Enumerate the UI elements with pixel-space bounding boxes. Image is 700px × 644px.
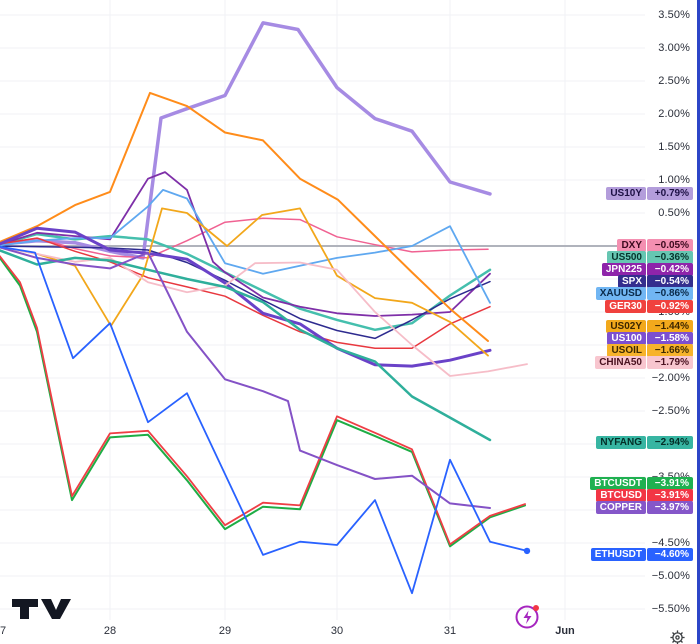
lightning-bolt-icon [523,610,532,624]
series-line-dxy[interactable] [0,217,489,259]
symbol-name-pill[interactable]: JPN225 [601,262,646,276]
symbol-label-row-btcusdt[interactable]: BTCUSDT −3.91% [590,476,693,490]
symbol-name-pill[interactable]: GER30 [605,299,646,313]
symbol-label-row-nyfang[interactable]: NYFANG −2.94% [596,435,693,449]
price-tick-label: 3.50% [658,8,690,21]
symbol-name-pill[interactable]: US100 [607,331,646,345]
notification-dot [533,605,539,611]
settings-gear-icon[interactable] [670,630,685,644]
time-tick-label: Jun [555,625,575,637]
symbol-change-pill[interactable]: −3.97% [647,500,693,514]
symbol-name-pill[interactable]: US500 [607,250,646,264]
series-line-nyfang[interactable] [0,249,492,442]
symbol-name-pill[interactable]: USOIL [607,343,646,357]
time-tick-label: 28 [103,625,117,637]
symbol-change-pill[interactable]: −1.66% [647,343,693,357]
symbol-change-pill[interactable]: −0.54% [647,274,693,288]
price-tick-label: 1.00% [658,173,690,186]
symbol-label-row-dxy[interactable]: DXY −0.05% [617,238,693,252]
time-tick-label: 7 [0,625,7,637]
flash-events-icon[interactable] [512,602,544,637]
series-line-ethusdt[interactable] [0,245,528,595]
symbol-label-row-ethusdt[interactable]: ETHUSDT −4.60% [590,547,693,561]
price-tick-label: −5.50% [651,602,690,615]
symbol-name-pill[interactable]: XAUUSD [595,286,646,300]
symbol-name-pill[interactable]: US10Y [606,186,646,200]
price-tick-label: −2.00% [651,371,690,384]
time-tick-label: 29 [218,625,232,637]
price-tick-label: 2.50% [658,74,690,87]
tradingview-logo-icon[interactable] [10,598,78,625]
symbol-change-pill[interactable]: −4.60% [647,547,693,561]
symbol-name-pill[interactable]: ETHUSDT [590,547,646,561]
symbol-label-row-copper[interactable]: COPPER −3.97% [595,500,693,514]
symbol-change-pill[interactable]: −1.79% [647,355,693,369]
symbol-change-pill[interactable]: +0.79% [647,186,693,200]
symbol-change-pill[interactable]: −0.05% [647,238,693,252]
symbol-change-pill[interactable]: −1.58% [647,331,693,345]
symbol-change-pill[interactable]: −3.91% [647,476,693,490]
symbol-label-row-spx[interactable]: SPX −0.54% [617,274,693,288]
symbol-label-row-ger30[interactable]: GER30 −0.92% [605,299,693,313]
symbol-name-pill[interactable]: SPX [617,274,646,288]
symbol-change-pill[interactable]: −0.92% [647,299,693,313]
series-line-ger30[interactable] [0,237,491,350]
symbol-name-pill[interactable]: NYFANG [596,435,646,449]
price-tick-label: −2.50% [651,404,690,417]
price-tick-label: −4.50% [651,536,690,549]
symbol-name-pill[interactable]: BTCUSDT [590,476,646,490]
symbol-change-pill[interactable]: −1.44% [647,319,693,333]
symbol-change-pill[interactable]: −0.86% [647,286,693,300]
time-tick-label: 30 [330,625,344,637]
symbol-change-pill[interactable]: −0.36% [647,250,693,264]
symbol-label-row-us02y[interactable]: US02Y −1.44% [606,319,693,333]
window-edge-strip [697,0,700,644]
series-line-copper[interactable] [0,246,491,509]
series-line-spx[interactable] [0,245,491,340]
symbol-label-row-btcusd[interactable]: BTCUSD −3.91% [596,488,693,502]
time-tick-label: 31 [443,625,457,637]
symbol-change-pill[interactable]: −0.42% [647,262,693,276]
symbol-label-row-china50[interactable]: CHINA50 −1.79% [595,355,693,369]
symbol-label-row-us100[interactable]: US100 −1.58% [607,331,693,345]
series-line-usoil[interactable] [0,207,489,357]
symbol-label-row-jpn225[interactable]: JPN225 −0.42% [601,262,693,276]
symbol-name-pill[interactable]: COPPER [595,500,646,514]
price-tick-label: −5.00% [651,569,690,582]
symbol-name-pill[interactable]: US02Y [606,319,646,333]
series-line-china50[interactable] [0,246,528,377]
symbol-name-pill[interactable]: BTCUSD [596,488,646,502]
symbol-name-pill[interactable]: DXY [617,238,646,252]
series-line-us100[interactable] [0,226,492,368]
symbol-name-pill[interactable]: CHINA50 [595,355,646,369]
price-tick-label: 1.50% [658,140,690,153]
price-tick-label: 2.00% [658,107,690,120]
symbol-label-row-usoil[interactable]: USOIL −1.66% [607,343,693,357]
price-tick-label: 3.00% [658,41,690,54]
symbol-change-pill[interactable]: −2.94% [647,435,693,449]
symbol-label-row-xauusd[interactable]: XAUUSD −0.86% [595,286,693,300]
series-line-us10y[interactable] [0,21,492,260]
series-end-dot-ethusdt [523,547,531,555]
symbol-label-row-us500[interactable]: US500 −0.36% [607,250,693,264]
symbol-label-row-us10y[interactable]: US10Y +0.79% [606,186,693,200]
series-line-us02y[interactable] [0,91,489,342]
price-tick-label: 0.50% [658,206,690,219]
symbol-change-pill[interactable]: −3.91% [647,488,693,502]
logo-glyph [12,599,71,619]
